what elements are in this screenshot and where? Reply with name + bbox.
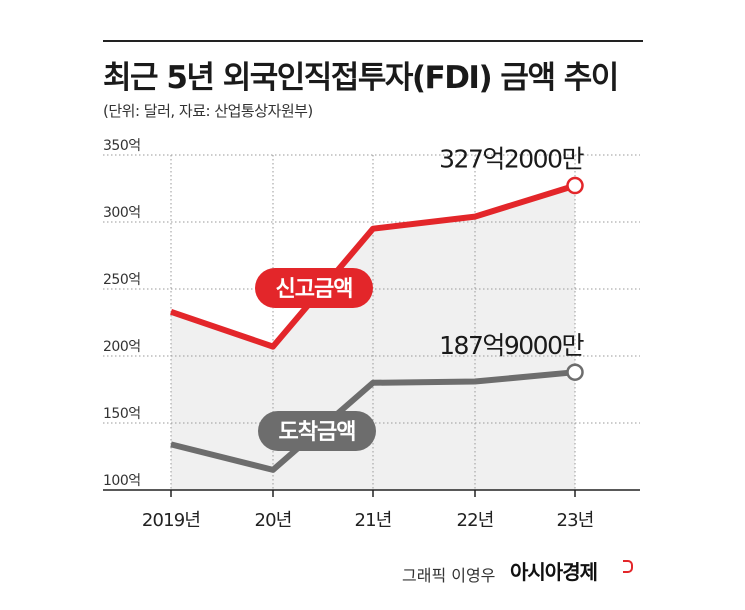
series-0-name-pill [255,268,373,308]
x-tick-label-2: 21년 [354,510,391,531]
y-tick-label-100: 100억 [103,473,141,489]
title-rule [103,40,643,42]
x-tick-label-4: 23년 [556,510,593,531]
series-0-end-point [566,176,584,195]
x-tick-label-1: 20년 [254,510,291,531]
series-1-name-pill [258,411,376,451]
series-line-0 [170,182,576,350]
chart-subtitle: (단위: 달러, 자료: 산업통상자원부) [103,102,313,120]
x-tick-label-0: 2019년 [142,510,200,531]
series-0-name-label: 신고금액 [276,277,353,302]
y-tick-label-300: 300억 [103,205,141,221]
y-tick-label-350: 350억 [103,138,141,154]
graphic-credit: 그래픽 이영우 [402,566,496,585]
y-tick-label-250: 250억 [103,272,141,288]
y-tick-label-200: 200억 [103,339,141,355]
y-tick-label-150: 150억 [103,406,141,422]
series-1-end-point [566,363,584,381]
x-tick-label-3: 22년 [456,510,493,531]
chart-title: 최근 5년 외국인직접투자(FDI) 금액 추이 [103,60,619,96]
series-1-name-label: 도착금액 [279,420,356,445]
series-1-end-label: 187억9000만 [439,331,584,360]
series-0-end-label: 327억2000만 [439,145,584,174]
brand-logo: 아시아경제 [510,560,598,584]
brand-mark-icon [623,560,633,573]
series-line-1 [170,369,576,473]
